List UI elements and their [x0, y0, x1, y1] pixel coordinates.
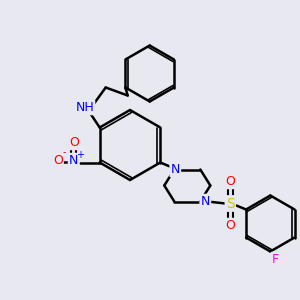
Text: O: O — [53, 154, 63, 167]
Text: N: N — [69, 154, 78, 167]
Text: N: N — [201, 195, 210, 208]
Text: S: S — [226, 196, 235, 211]
Text: F: F — [272, 253, 279, 266]
Text: -: - — [63, 148, 66, 158]
Text: +: + — [76, 151, 84, 160]
Text: N: N — [171, 163, 180, 176]
Text: O: O — [225, 219, 235, 232]
Text: O: O — [225, 175, 235, 188]
Text: O: O — [69, 136, 79, 149]
Text: NH: NH — [75, 101, 94, 114]
